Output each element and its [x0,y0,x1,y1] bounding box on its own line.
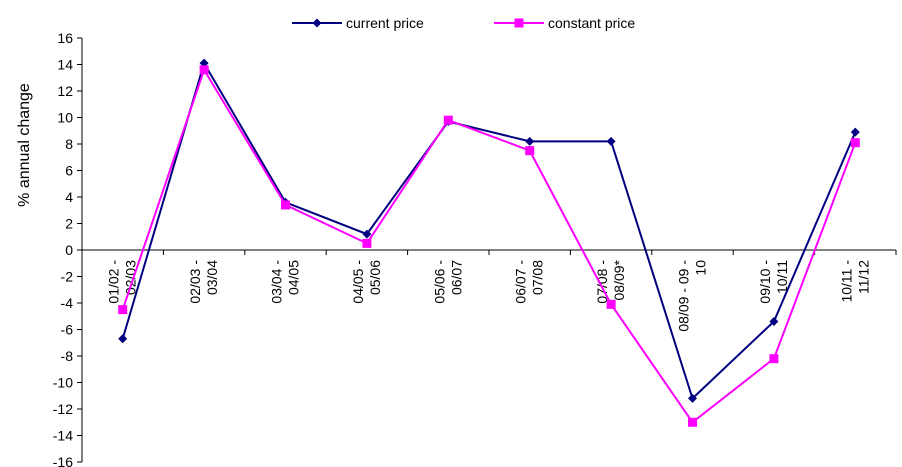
legend-marker [514,18,524,28]
y-tick-label: 8 [65,136,73,152]
y-tick-label: 10 [57,110,73,126]
data-point-constant-price [850,138,860,148]
x-category-line: 04/05 - [350,260,366,304]
data-point-constant-price [362,238,372,248]
data-point-current-price [362,229,372,239]
y-tick-label: -12 [53,401,73,417]
y-axis: 16 14 12 10 8 6 4 2 0 -2 -4 -6 -8 -10 -12 -14 -16 [53,30,83,467]
data-point-constant-price [769,354,779,364]
y-tick-label: -4 [61,295,74,311]
x-axis: 01/02 -02/03 02/03 -03/04 03/04 -04/05 04/0… [81,249,897,332]
x-category-label: 05/06 -06/07 [431,260,464,304]
series-line-current-price [121,60,857,401]
x-category-line: 05/06 - [431,260,447,304]
y-tick-label: 6 [65,163,73,179]
x-category-line: 10 [693,260,709,276]
data-point-current-price [688,393,697,403]
data-point-current-price [118,334,128,344]
data-point-constant-price [688,417,697,427]
x-category-line: 08/09* [611,259,627,300]
y-tick-label: -10 [53,375,73,391]
x-category-label: 04/05 -05/06 [350,260,383,304]
x-category-label: 01/02 -02/03 [106,260,139,304]
data-point-current-price [525,136,535,146]
y-tick-label: 12 [57,83,73,99]
data-point-constant-price [606,299,616,309]
x-category-line: 02/03 [123,260,139,295]
x-category-label: 08/09 - 09 -10 [676,260,709,332]
legend-marker [312,18,322,28]
series-layer [118,58,860,427]
x-category-label: 07/08 -08/09* [594,259,627,303]
data-point-current-price [769,317,779,327]
data-point-current-price [199,58,209,68]
y-tick-label: 4 [65,189,73,205]
x-category-line: 06/07 [448,260,464,295]
y-tick-label: 16 [57,30,73,46]
y-tick-label: 0 [65,242,73,258]
x-category-label: 06/07 -07/08 [513,260,546,304]
y-tick-label: -2 [61,269,74,285]
x-category-label: 03/04 -04/05 [269,260,302,304]
y-tick-label: -14 [53,428,73,444]
x-category-line: 01/02 - [106,260,122,304]
x-category-label: 10/11 -11/12 [838,260,871,303]
y-tick-label: -8 [61,348,74,364]
data-point-current-price [606,136,616,146]
x-category-line: 03/04 [204,260,220,295]
x-category-line: 09/10 - [757,260,773,304]
y-tick-label: -6 [61,322,74,338]
x-category-line: 07/08 [530,260,546,295]
data-point-constant-price [443,115,453,125]
x-category-line: 10/11 - [838,260,854,303]
y-tick-label: -16 [53,454,73,467]
legend: current price constant price [292,15,635,31]
legend-item-current-price: current price [292,15,424,31]
data-point-constant-price [281,200,290,210]
data-point-constant-price [118,305,128,315]
x-category-line: 03/04 - [269,260,285,304]
y-tick-label: 2 [65,216,73,232]
y-axis-label: % annual change [16,83,33,207]
legend-label: current price [346,15,424,31]
x-category-label: 02/03 -03/04 [187,260,220,304]
data-point-current-price [850,127,860,137]
x-category-line: 11/12 [855,260,871,294]
legend-item-constant-price: constant price [494,15,635,31]
data-point-constant-price [525,146,535,156]
data-point-constant-price [199,65,209,75]
x-category-line: 06/07 - [513,260,529,304]
x-category-label: 09/10 -10/11 [757,260,790,304]
x-category-line: 04/05 [286,260,302,295]
x-category-line: 08/09 - 09 - [676,260,692,332]
x-category-line: 10/11 [774,260,790,294]
series-line-constant-price [121,67,857,424]
x-category-line: 07/08 - [594,260,610,304]
legend-label: constant price [548,15,635,31]
y-tick-label: 14 [57,57,73,73]
x-category-line: 05/06 [367,260,383,295]
x-category-line: 02/03 - [187,260,203,304]
